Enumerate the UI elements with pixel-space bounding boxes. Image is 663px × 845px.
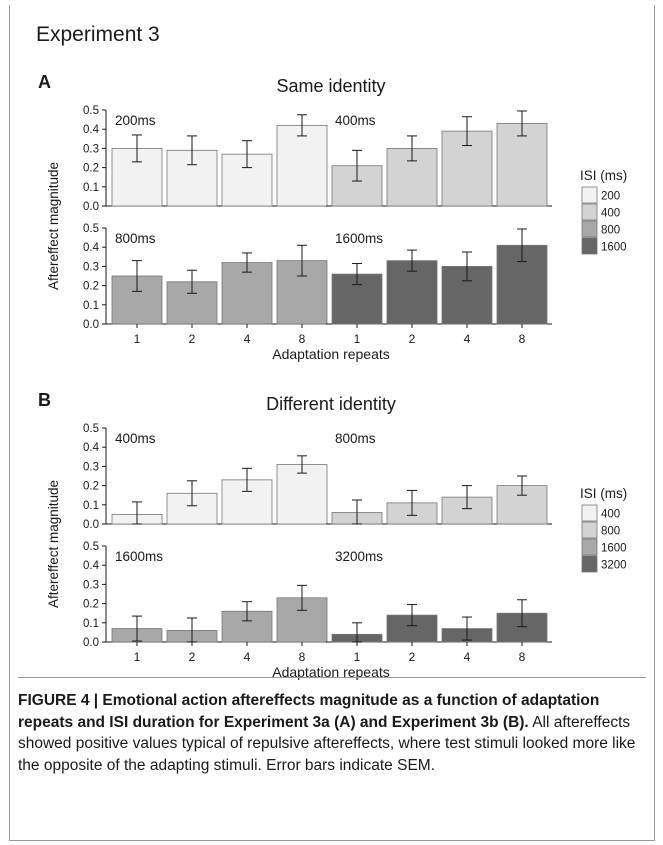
legend-swatch xyxy=(581,521,598,539)
x-axis-label: Adaptation repeats xyxy=(272,664,390,680)
y-tick-label: 0.1 xyxy=(83,500,99,512)
y-tick-label: 0.3 xyxy=(83,261,99,273)
legend-label: 1600 xyxy=(601,242,627,254)
x-tick-label: 4 xyxy=(244,332,251,346)
legend-swatch xyxy=(581,203,598,221)
caption-divider xyxy=(18,677,646,678)
y-tick-label: 0.0 xyxy=(83,319,99,331)
legend-label: 400 xyxy=(601,509,620,521)
bar xyxy=(386,260,438,325)
x-tick-label: 2 xyxy=(409,332,416,346)
isi-subplot-label: 400ms xyxy=(115,431,156,446)
legend-title: ISI (ms) xyxy=(580,486,627,501)
y-tick-label: 0.4 xyxy=(83,560,100,572)
panel-title: Different identity xyxy=(266,394,396,414)
bar xyxy=(276,464,328,525)
x-tick-label: 8 xyxy=(519,650,526,664)
caption-text: All aftereffects showed positive values … xyxy=(18,713,636,774)
isi-subplot-label: 1600ms xyxy=(335,231,383,246)
panel-letter: B xyxy=(38,390,51,410)
y-tick-label: 0.2 xyxy=(83,481,99,493)
panel-title: Same identity xyxy=(276,76,385,96)
y-tick-label: 0.5 xyxy=(83,223,99,235)
legend-label: 800 xyxy=(601,526,620,538)
x-tick-label: 2 xyxy=(189,332,196,346)
y-tick-label: 0.1 xyxy=(83,182,99,194)
legend-label: 200 xyxy=(601,191,620,203)
legend-swatch xyxy=(581,504,598,522)
legend-swatch xyxy=(581,220,598,238)
y-tick-label: 0.0 xyxy=(83,637,99,649)
figure-caption: FIGURE 4 | Emotional action aftereffects… xyxy=(18,690,648,776)
y-tick-label: 0.1 xyxy=(83,618,99,630)
figure-frame xyxy=(9,5,655,841)
x-tick-label: 8 xyxy=(299,332,306,346)
x-axis-label: Adaptation repeats xyxy=(272,346,390,362)
y-tick-label: 0.3 xyxy=(83,579,99,591)
isi-subplot-label: 800ms xyxy=(335,431,376,446)
x-tick-label: 1 xyxy=(354,650,361,664)
legend-label: 400 xyxy=(601,208,620,220)
y-tick-label: 0.1 xyxy=(83,300,99,312)
y-tick-label: 0.2 xyxy=(83,599,99,611)
x-tick-label: 4 xyxy=(244,650,251,664)
isi-subplot-label: 400ms xyxy=(335,113,376,128)
y-tick-label: 0.0 xyxy=(83,519,99,531)
legend-label: 1600 xyxy=(601,543,627,555)
y-axis-label: Aftereffect magnitude xyxy=(46,480,61,608)
panel-letter: A xyxy=(38,72,51,92)
y-tick-label: 0.2 xyxy=(83,163,99,175)
y-tick-label: 0.2 xyxy=(83,281,99,293)
isi-subplot-label: 200ms xyxy=(115,113,156,128)
isi-subplot-label: 3200ms xyxy=(335,549,383,564)
caption-bold: FIGURE 4 | Emotional action aftereffects… xyxy=(18,692,600,731)
y-tick-label: 0.0 xyxy=(83,201,99,213)
bar xyxy=(276,124,328,207)
isi-subplot-label: 1600ms xyxy=(115,549,163,564)
experiment-title: Experiment 3 xyxy=(36,23,160,46)
x-tick-label: 1 xyxy=(354,332,361,346)
x-tick-label: 4 xyxy=(464,332,471,346)
y-axis-label: Aftereffect magnitude xyxy=(46,162,61,290)
bar xyxy=(496,123,548,207)
bar xyxy=(221,262,273,325)
y-tick-label: 0.3 xyxy=(83,461,99,473)
y-tick-label: 0.5 xyxy=(83,423,99,435)
legend-swatch xyxy=(581,538,598,556)
legend-title: ISI (ms) xyxy=(580,168,627,183)
x-tick-label: 4 xyxy=(464,650,471,664)
x-tick-label: 2 xyxy=(409,650,416,664)
y-tick-label: 0.3 xyxy=(83,143,99,155)
x-tick-label: 1 xyxy=(134,332,141,346)
y-tick-label: 0.4 xyxy=(83,124,100,136)
x-tick-label: 1 xyxy=(134,650,141,664)
y-tick-label: 0.4 xyxy=(83,242,100,254)
x-tick-label: 2 xyxy=(189,650,196,664)
legend-swatch xyxy=(581,555,598,573)
x-tick-label: 8 xyxy=(299,650,306,664)
y-tick-label: 0.5 xyxy=(83,541,99,553)
y-tick-label: 0.4 xyxy=(83,442,100,454)
isi-subplot-label: 800ms xyxy=(115,231,156,246)
legend-label: 800 xyxy=(601,225,620,237)
legend-label: 3200 xyxy=(601,560,627,572)
y-tick-label: 0.5 xyxy=(83,105,99,117)
x-tick-label: 8 xyxy=(519,332,526,346)
legend-swatch xyxy=(581,237,598,255)
legend-swatch xyxy=(581,186,598,204)
bar xyxy=(221,479,273,525)
figure-chart: Experiment 3 A Same identity Aftereffect m… xyxy=(36,23,627,680)
